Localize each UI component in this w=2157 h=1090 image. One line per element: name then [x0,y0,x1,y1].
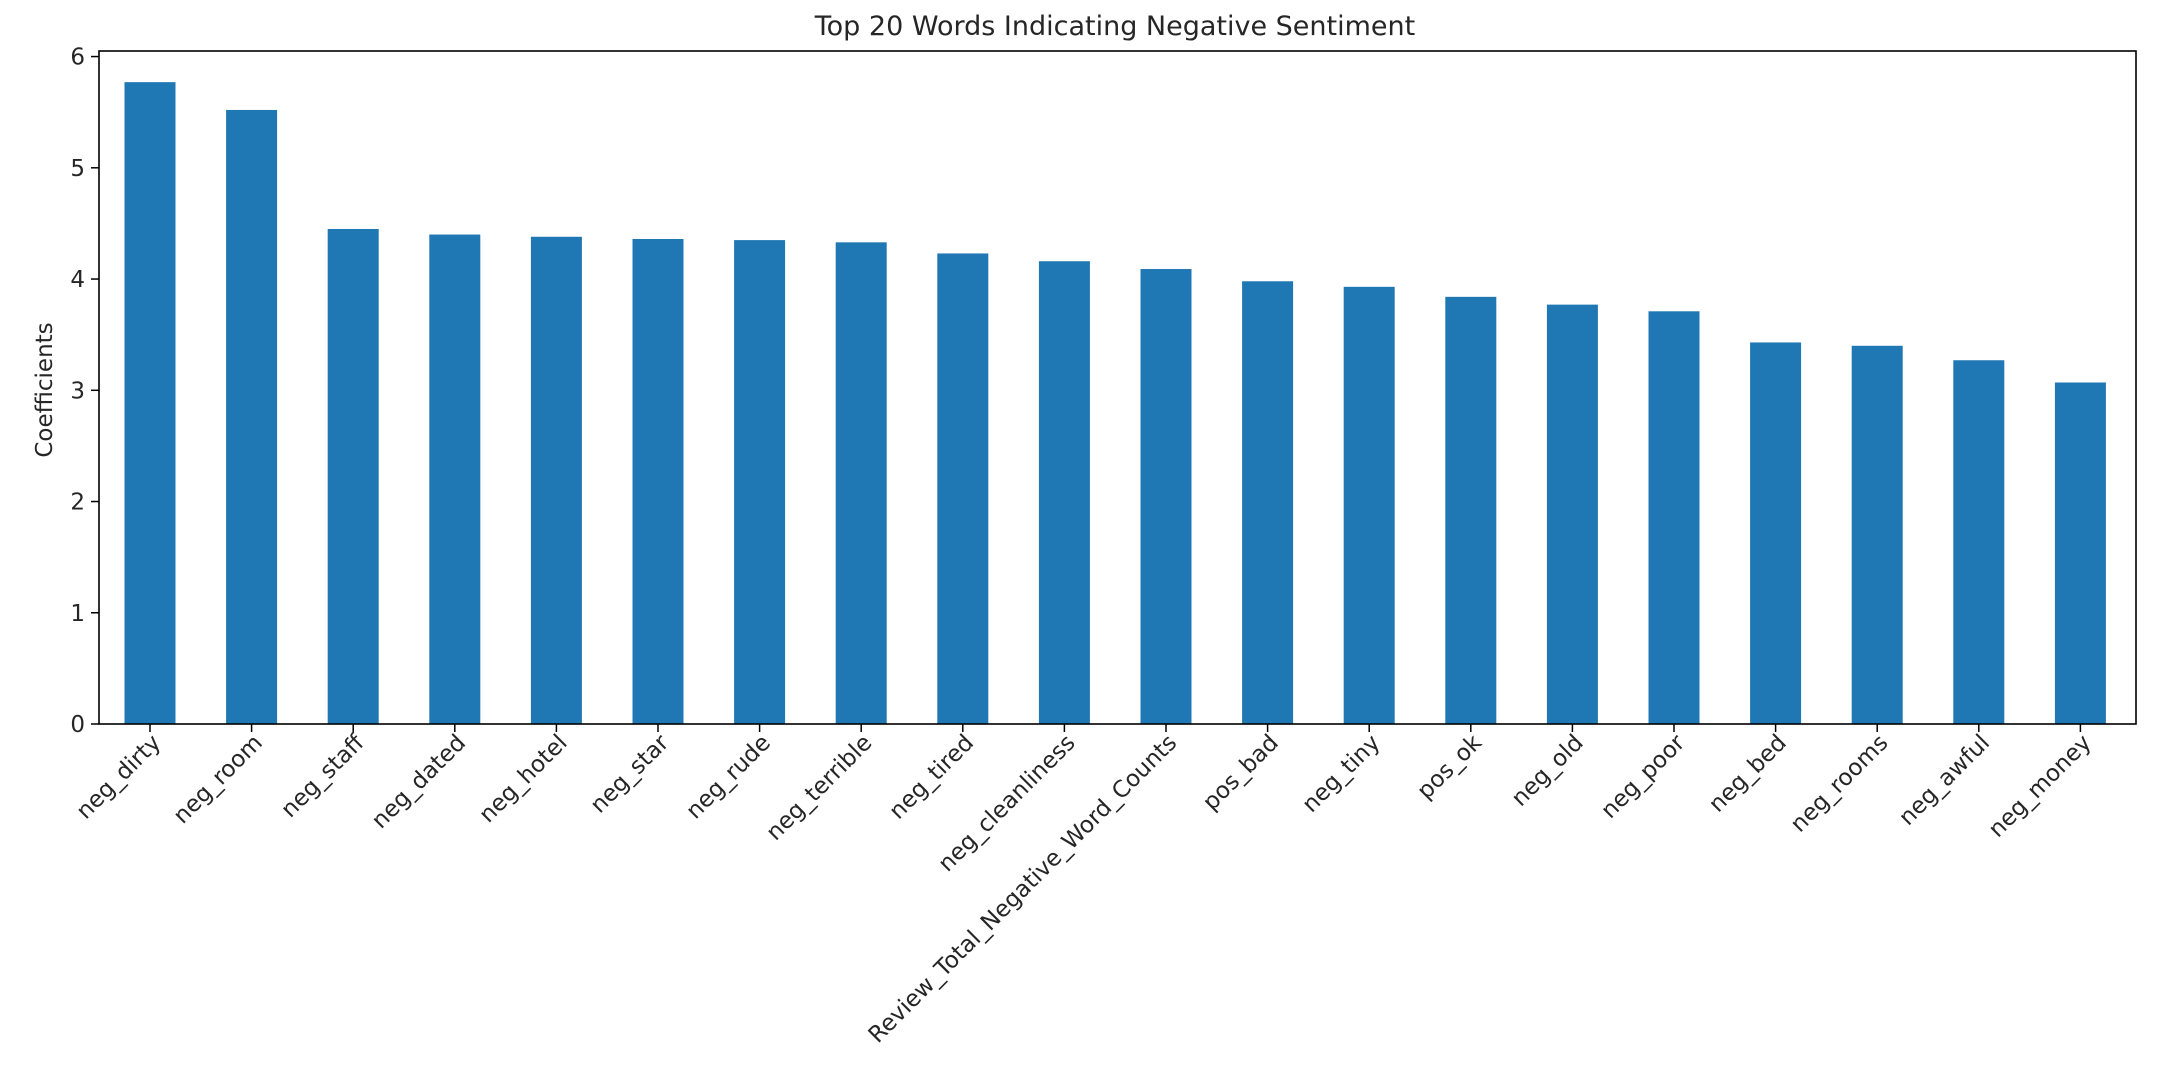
chart-title: Top 20 Words Indicating Negative Sentime… [814,11,1415,42]
plot-frame [98,50,2137,725]
y-tick-label: 3 [70,378,85,404]
x-tick-label: neg_awful [1894,730,1995,831]
x-tick-label: neg_bed [1704,730,1792,818]
bar [1445,296,1497,724]
bar [1038,261,1090,724]
bar [835,242,887,725]
bar [226,109,278,724]
y-tick-label: 5 [70,156,85,182]
bar [1750,342,1802,724]
y-axis: 0 1 2 3 4 5 6 [70,45,99,738]
x-tick-label: neg_tiny [1297,730,1385,818]
bar [937,253,989,725]
x-tick-label: neg_rude [681,730,775,824]
x-tick-label: neg_terrible [761,730,877,846]
bar [2054,382,2106,724]
x-tick-label: neg_room [169,730,268,829]
y-tick-label: 1 [70,601,85,627]
bar [1242,281,1294,724]
x-tick-label: neg_dirty [72,730,167,825]
x-tick-label: neg_star [586,729,675,818]
y-tick-label: 4 [70,267,85,293]
bar [327,228,379,725]
y-tick-label: 2 [70,490,85,516]
bar [1648,311,1700,724]
x-tick-label: pos_bad [1198,730,1284,816]
y-axis-label: Coefficients [32,322,58,457]
bar [1343,286,1395,724]
bar [1851,345,1903,724]
x-tick-label: neg_dated [367,730,471,834]
bar [1140,269,1192,724]
y-tick-label: 6 [70,45,85,71]
bar [734,240,786,725]
bar [124,82,176,725]
bar [1546,304,1598,724]
bars [124,82,2106,725]
x-tick-label: neg_poor [1596,729,1690,823]
x-tick-label: pos_ok [1412,729,1487,804]
bar [632,238,684,724]
x-tick-label: neg_rooms [1786,730,1894,838]
x-tick-label: neg_hotel [474,730,572,828]
bar [1953,360,2005,724]
x-tick-label: neg_money [1984,730,2097,843]
bar [429,234,481,724]
bar [530,236,582,724]
x-tick-label: neg_tired [884,730,979,825]
x-tick-label: neg_staff [276,729,370,823]
y-tick-label: 0 [70,712,85,738]
x-tick-label: neg_old [1507,730,1589,812]
